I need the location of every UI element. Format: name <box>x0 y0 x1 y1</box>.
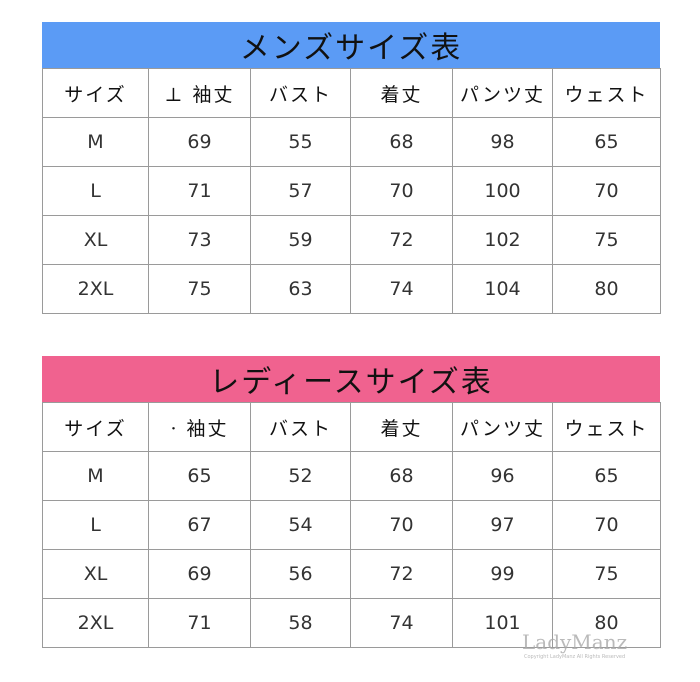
header-row: サイズ · 袖丈 バスト 着丈 パンツ丈 ウェスト <box>42 402 661 452</box>
table-cell: 58 <box>250 598 351 648</box>
table-cell: 52 <box>250 451 351 501</box>
table-cell: 70 <box>552 500 661 550</box>
column-header: 着丈 <box>350 402 453 452</box>
table-cell: 98 <box>452 117 553 167</box>
column-header: バスト <box>250 68 351 118</box>
table-cell: M <box>42 451 149 501</box>
table-cell: 97 <box>452 500 553 550</box>
table-cell: 65 <box>148 451 251 501</box>
table-cell: 2XL <box>42 264 149 314</box>
table-cell: 104 <box>452 264 553 314</box>
table-row: 2XL 71 58 74 101 80 <box>42 598 661 648</box>
column-header: パンツ丈 <box>452 68 553 118</box>
table-cell: L <box>42 166 149 216</box>
table-cell: 72 <box>350 215 453 265</box>
table-cell: 67 <box>148 500 251 550</box>
table-cell: 59 <box>250 215 351 265</box>
table-cell: M <box>42 117 149 167</box>
column-header: ウェスト <box>552 402 661 452</box>
column-header: 着丈 <box>350 68 453 118</box>
watermark-sub: Copyright LadyManz All Rights Reserved <box>523 654 626 660</box>
table-cell: 80 <box>552 264 661 314</box>
table-cell: 69 <box>148 117 251 167</box>
table-cell: 69 <box>148 549 251 599</box>
ladies-table: サイズ · 袖丈 バスト 着丈 パンツ丈 ウェスト M 65 52 68 96 65 L 67 54 70 97… <box>42 402 661 648</box>
table-cell: 102 <box>452 215 553 265</box>
table-cell: 56 <box>250 549 351 599</box>
table-cell: XL <box>42 549 149 599</box>
column-header: ⊥ 袖丈 <box>148 68 251 118</box>
table-row: M 69 55 68 98 65 <box>42 117 661 167</box>
table-cell: XL <box>42 215 149 265</box>
table-row: 2XL 75 63 74 104 80 <box>42 264 661 314</box>
table-cell: 65 <box>552 451 661 501</box>
watermark-name: LadyManz <box>522 630 628 654</box>
table-row: L 71 57 70 100 70 <box>42 166 661 216</box>
table-cell: 100 <box>452 166 553 216</box>
table-cell: 55 <box>250 117 351 167</box>
table-cell: 72 <box>350 549 453 599</box>
table-cell: 71 <box>148 598 251 648</box>
watermark-logo: LadyManz Copyright LadyManz All Rights R… <box>522 630 627 660</box>
table-cell: 68 <box>350 451 453 501</box>
ladies-title: レディースサイズ表 <box>42 356 660 402</box>
table-cell: 74 <box>350 264 453 314</box>
table-cell: 70 <box>552 166 661 216</box>
table-cell: 70 <box>350 500 453 550</box>
table-cell: 70 <box>350 166 453 216</box>
mens-table: サイズ ⊥ 袖丈 バスト 着丈 パンツ丈 ウェスト M 69 55 68 98 65 L 71 57 70 10… <box>42 68 661 314</box>
mens-title: メンズサイズ表 <box>42 22 660 68</box>
column-header: ウェスト <box>552 68 661 118</box>
table-cell: 99 <box>452 549 553 599</box>
table-cell: L <box>42 500 149 550</box>
table-cell: 80 <box>552 598 661 648</box>
table-row: XL 69 56 72 99 75 <box>42 549 661 599</box>
column-header: サイズ <box>42 68 149 118</box>
table-row: XL 73 59 72 102 75 <box>42 215 661 265</box>
table-cell: 74 <box>350 598 453 648</box>
mens-size-chart: メンズサイズ表 サイズ ⊥ 袖丈 バスト 着丈 パンツ丈 ウェスト M 69 55 68 98 65 L… <box>42 22 661 314</box>
column-header: パンツ丈 <box>452 402 553 452</box>
column-header: · 袖丈 <box>148 402 251 452</box>
table-cell: 2XL <box>42 598 149 648</box>
column-header: サイズ <box>42 402 149 452</box>
table-cell: 54 <box>250 500 351 550</box>
table-cell: 75 <box>552 215 661 265</box>
table-row: M 65 52 68 96 65 <box>42 451 661 501</box>
table-cell: 68 <box>350 117 453 167</box>
column-header: バスト <box>250 402 351 452</box>
table-cell: 57 <box>250 166 351 216</box>
table-cell: 65 <box>552 117 661 167</box>
table-row: L 67 54 70 97 70 <box>42 500 661 550</box>
header-row: サイズ ⊥ 袖丈 バスト 着丈 パンツ丈 ウェスト <box>42 68 661 118</box>
table-cell: 75 <box>552 549 661 599</box>
table-cell: 73 <box>148 215 251 265</box>
table-cell: 71 <box>148 166 251 216</box>
ladies-size-chart: レディースサイズ表 サイズ · 袖丈 バスト 着丈 パンツ丈 ウェスト M 65 52 68 96 6… <box>42 356 661 648</box>
table-cell: 63 <box>250 264 351 314</box>
table-cell: 96 <box>452 451 553 501</box>
table-cell: 75 <box>148 264 251 314</box>
